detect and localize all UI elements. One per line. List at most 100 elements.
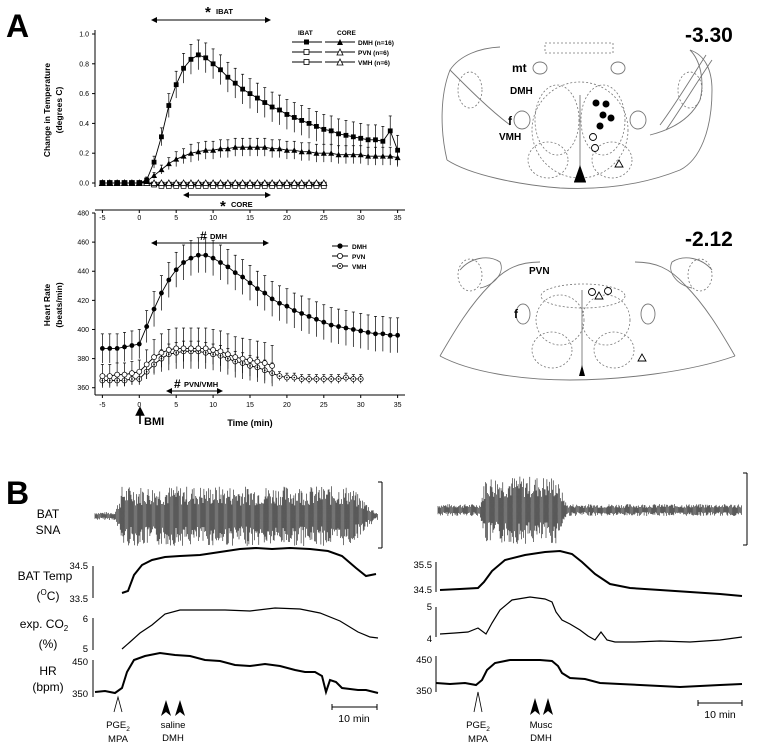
temp-tick-right-high: 35.5 xyxy=(414,560,433,571)
temp-point-core-dmh xyxy=(276,145,283,152)
mid-x-tick-label: 25 xyxy=(320,215,328,222)
sna-noise xyxy=(94,486,378,546)
temp-point-core-dmh xyxy=(298,148,305,155)
scale-bar-left: 10 min xyxy=(331,704,378,725)
brain-top-level: -3.30 xyxy=(685,24,733,47)
temp-point-ibat-dmh xyxy=(277,107,282,113)
hr-y-tick-label: 440 xyxy=(77,269,89,276)
x-tick-label: 35 xyxy=(394,402,402,409)
temp-point-core-open xyxy=(216,179,225,186)
hr-point-dmh xyxy=(269,296,275,302)
temp-point-core-dmh xyxy=(283,147,290,153)
panel-a-letter: A xyxy=(6,8,29,44)
hr-point-vmh-dot xyxy=(337,378,340,380)
hr-legend: DMH PVN VMH xyxy=(332,243,367,271)
hr-point-dmh xyxy=(373,331,378,337)
hr-point-open xyxy=(165,347,172,353)
temp-point-core-open xyxy=(165,179,173,186)
x-tick-label: 30 xyxy=(357,402,365,409)
hr-point-dmh xyxy=(144,324,150,329)
mid-x-tick-label: -5 xyxy=(99,215,105,222)
temp-point-ibat-dmh xyxy=(136,180,142,186)
hr-point-dmh xyxy=(195,252,201,258)
temp-y-tick-label: 0.4 xyxy=(79,121,89,128)
co2-label: exp. CO2 xyxy=(20,617,69,633)
ibat-star: * xyxy=(205,4,211,21)
hr-trace-left xyxy=(94,651,379,696)
temp-point-core-dmh xyxy=(291,147,298,153)
temp-point-core-dmh xyxy=(165,160,172,167)
svg-text:10 min: 10 min xyxy=(338,713,370,725)
hr-point-open xyxy=(180,345,187,352)
temp-point-core-dmh xyxy=(224,145,231,152)
shared-x-axis: -5 0 5 10 15 20 25 30 35 xyxy=(95,209,405,222)
hr-tick-right-high: 450 xyxy=(416,655,432,666)
temp-point-core-open xyxy=(275,179,284,186)
hr-point-vmh-dot xyxy=(278,375,281,377)
hr-point-dmh xyxy=(247,280,253,286)
temp-point-ibat-dmh xyxy=(232,80,238,86)
pvn-vmh-hash: # xyxy=(174,377,181,391)
temp-point-core-open xyxy=(209,179,217,186)
temp-point-core-dmh xyxy=(239,144,246,150)
temp-y-tick-label: 0.2 xyxy=(79,151,89,158)
temp-point-core-open xyxy=(157,179,166,186)
dmh-annotation: DMH xyxy=(210,232,227,241)
temp-point-core-open xyxy=(320,179,328,186)
hr-y-tick-label: 360 xyxy=(77,385,89,392)
hr-point-dmh xyxy=(262,290,268,296)
temp-point-core-dmh xyxy=(195,148,202,155)
legend-marker-ibat-vmh xyxy=(303,59,310,65)
temp-point-ibat-dmh xyxy=(358,135,364,141)
temp-point-ibat-dmh xyxy=(365,137,371,143)
temp-point-core-dmh xyxy=(335,151,342,158)
hr-y-tick-label: 420 xyxy=(77,298,89,305)
svg-text:10 min: 10 min xyxy=(704,709,736,721)
bmi-label: BMI xyxy=(144,416,164,428)
temp-point-ibat-dmh xyxy=(291,115,297,120)
temp-point-ibat-dmh xyxy=(173,82,179,88)
brain-bottom-level: -2.12 xyxy=(685,228,733,251)
hr-point-dmh xyxy=(136,341,142,347)
temp-point-core-dmh xyxy=(320,150,327,156)
temp-point-core-open xyxy=(246,179,254,186)
co2-unit: (%) xyxy=(39,637,58,651)
heart-rate-chart: Heart Rate (beats/min) 360 380 400 420 440 46… xyxy=(42,211,405,428)
temp-point-core-open xyxy=(202,179,210,186)
temp-y-tick-label: 0.8 xyxy=(79,61,89,68)
brain-bottom-label-f: f xyxy=(514,307,519,321)
pvn-vmh-annotation: PVN/VMH xyxy=(184,380,218,389)
marker-musc-dmh: Musc DMH xyxy=(530,698,553,744)
bat-temp-label: BAT Temp xyxy=(18,569,73,583)
hr-point-open xyxy=(151,354,157,360)
hr-point-open xyxy=(173,345,180,352)
core-annotation: CORE xyxy=(231,200,253,209)
legend-hr-vmh: VMH xyxy=(352,264,367,271)
temp-point-ibat-dmh xyxy=(387,128,393,134)
temp-point-core-dmh xyxy=(350,151,357,158)
hr-point-open xyxy=(217,348,224,355)
hr-point-dmh xyxy=(203,252,209,258)
temp-point-ibat-dmh xyxy=(269,104,275,110)
legend-marker-core-dmh xyxy=(337,39,343,45)
hr-point-dmh xyxy=(218,260,223,265)
legend-pvn: PVN (n=6) xyxy=(358,50,389,57)
hr-point-open xyxy=(129,370,135,377)
bat-sna-trace-right xyxy=(437,476,742,544)
hr-point-open xyxy=(239,355,246,362)
temp-point-ibat-dmh xyxy=(254,95,260,101)
temp-point-ibat-dmh xyxy=(314,123,319,129)
hr-point-open xyxy=(143,361,150,368)
x-tick-label: 5 xyxy=(174,402,178,409)
temp-point-core-open xyxy=(268,179,276,186)
hr-point-dmh xyxy=(254,286,260,292)
legend-hr-pvn: PVN xyxy=(352,254,366,261)
hr-point-dmh xyxy=(122,344,127,350)
svg-text:PGE2: PGE2 xyxy=(466,720,490,733)
scale-bar-right: 10 min xyxy=(697,700,743,721)
temp-point-core-dmh xyxy=(180,153,187,159)
core-star: * xyxy=(220,198,226,215)
hr-point-dmh xyxy=(365,329,371,335)
temp-point-ibat-dmh xyxy=(159,134,164,140)
temp-point-ibat-dmh xyxy=(284,112,290,117)
